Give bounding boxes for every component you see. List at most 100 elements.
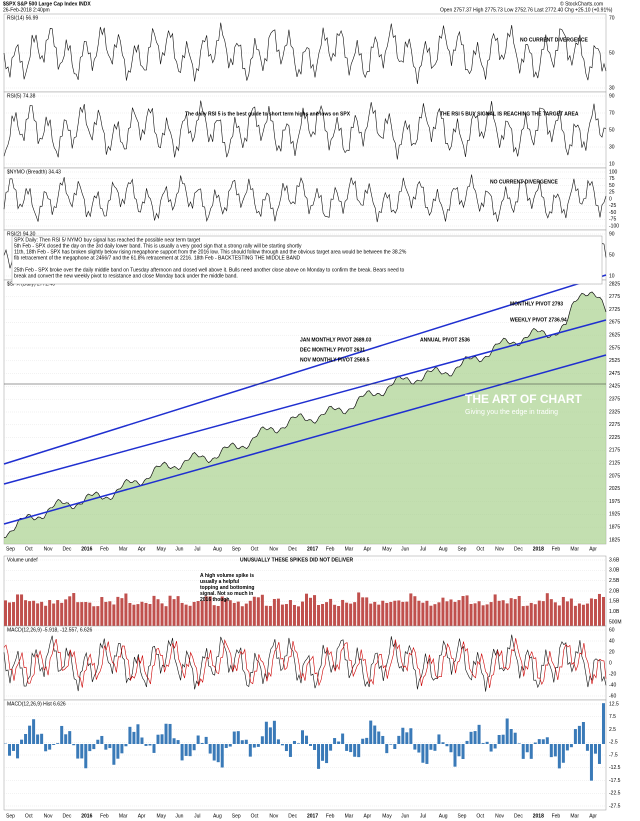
bar [305, 735, 309, 744]
y-tick-label: 1.5B [609, 599, 620, 605]
bar [357, 744, 361, 758]
bar [192, 601, 196, 626]
bar [172, 738, 176, 744]
y-tick-label: 2775 [609, 294, 620, 300]
bar [184, 744, 188, 756]
x-tick-label: 2016 [81, 813, 92, 819]
bar [140, 737, 144, 744]
x-tick-label: Apr [138, 813, 146, 819]
annotation-line: 2016 though [200, 597, 229, 603]
x-tick-label: May [382, 813, 392, 819]
bar [361, 597, 365, 626]
bar [120, 744, 124, 754]
annotation-line: A high volume spike is [200, 573, 254, 579]
bar [565, 744, 569, 751]
x-tick-label: Mar [345, 813, 354, 819]
bar [240, 606, 244, 626]
bar [437, 602, 441, 626]
bar [28, 725, 32, 744]
logo-title: THE ART OF CHART [465, 392, 583, 406]
bar [537, 739, 541, 744]
y-tick-label: 2.5B [609, 578, 620, 584]
bar [485, 604, 489, 626]
bar [601, 596, 605, 626]
x-tick-label: Feb [552, 546, 561, 552]
logo-tagline: Giving you the edge in trading [465, 409, 558, 416]
bar [373, 601, 377, 626]
x-tick-label: Oct [476, 546, 484, 552]
bar [393, 600, 397, 626]
bar [20, 594, 24, 626]
bar [124, 744, 128, 747]
bar [441, 597, 445, 626]
bar [365, 737, 369, 744]
bar [64, 599, 68, 626]
x-tick-label: Jun [401, 546, 409, 552]
textbox-line: 11th, 18th Feb - SPX has broken slightly… [14, 249, 407, 255]
bar [172, 599, 176, 626]
y-tick-label: 2.5 [609, 727, 616, 733]
y-tick-label: -27.5 [609, 803, 621, 809]
bar [433, 604, 437, 626]
bar [196, 601, 200, 626]
bar [321, 744, 325, 761]
bar [204, 596, 208, 626]
y-tick-label: 10 [609, 273, 615, 279]
bar [160, 603, 164, 626]
annotation: The daily RSI 5 is the best guide to sho… [185, 111, 351, 117]
bar [517, 595, 521, 626]
bar [40, 733, 44, 744]
bar [525, 744, 529, 753]
bar [541, 601, 545, 626]
bar [228, 600, 232, 626]
bar [425, 744, 429, 764]
bar [353, 744, 357, 757]
bar [601, 703, 605, 744]
bar [88, 602, 92, 626]
bar [188, 744, 192, 757]
x-tick-label: Dec [514, 546, 523, 552]
signal-line [3, 638, 607, 689]
bar [585, 744, 589, 751]
bar [461, 596, 465, 626]
bar [461, 744, 465, 760]
x-tick-label: 2017 [307, 813, 318, 819]
annotation-line: usually a helpful [200, 579, 240, 585]
y-tick-label: 30 [609, 85, 615, 91]
x-tick-label: Oct [25, 813, 33, 819]
x-tick-label: Nov [495, 546, 504, 552]
bar [465, 740, 469, 744]
bar [429, 605, 433, 626]
bar [48, 744, 52, 750]
bar [296, 743, 300, 744]
bar [168, 723, 172, 744]
annotation: WEEKLY PIVOT 2736.94 [510, 317, 567, 323]
y-tick-label: 90 [609, 231, 615, 237]
trend-line [3, 274, 607, 465]
bar [164, 723, 168, 744]
bar [313, 595, 317, 626]
x-tick-label: Apr [589, 813, 597, 819]
bar [333, 738, 337, 744]
bar [377, 604, 381, 626]
bar [481, 743, 485, 744]
bar [513, 599, 517, 626]
y-tick-label: 2075 [609, 473, 620, 479]
y-tick-label: 50 [609, 252, 615, 258]
bar [280, 744, 284, 746]
bar [345, 744, 349, 751]
bar [493, 744, 497, 749]
annotation: NOV MONTHLY PIVOT 2569.5 [300, 357, 370, 363]
y-tick-label: 75 [609, 176, 615, 182]
bar [264, 605, 268, 626]
bar [329, 744, 333, 751]
bar [577, 725, 581, 744]
bar [325, 602, 329, 626]
bar [244, 739, 248, 744]
y-tick-label: 2025 [609, 486, 620, 492]
bar [16, 594, 20, 626]
bar [88, 744, 92, 752]
y-tick-label: 70 [609, 110, 615, 116]
bar [409, 593, 413, 626]
bar [597, 744, 601, 764]
